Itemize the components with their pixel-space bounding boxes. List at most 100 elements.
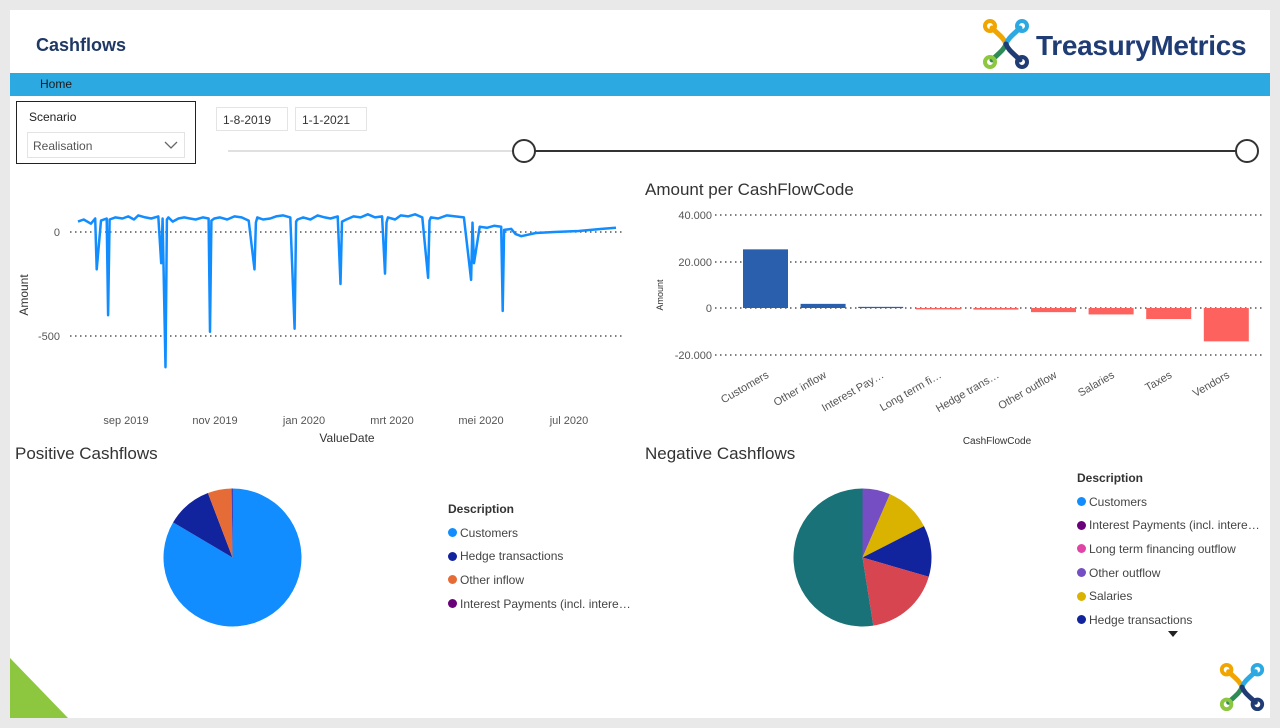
bar[interactable]: [800, 303, 846, 308]
legend-item[interactable]: Customers: [448, 521, 631, 545]
legend-item[interactable]: Other inflow: [448, 568, 631, 592]
pie-slice[interactable]: [231, 488, 233, 558]
legend-item[interactable]: Interest Payments (incl. intere…: [448, 592, 631, 616]
bar[interactable]: [743, 249, 788, 308]
date-from-input[interactable]: 1-8-2019: [216, 107, 288, 131]
brand-logo: TreasuryMetrics: [980, 16, 1270, 72]
scenario-label: Scenario: [29, 110, 77, 124]
positive-pie-title: Positive Cashflows: [15, 444, 158, 463]
legend-item-label: Hedge transactions: [460, 549, 564, 564]
page-title: Cashflows: [36, 35, 127, 55]
treasurymetrics-logo-icon: [983, 19, 1029, 69]
bar[interactable]: [1031, 308, 1076, 313]
legend-dot-icon: [448, 551, 457, 561]
pie-slice[interactable]: [862, 494, 924, 558]
pie-slice[interactable]: [862, 557, 929, 626]
legend-dot-icon: [448, 575, 457, 585]
x-tick-label: Other outflow: [996, 369, 1059, 412]
x-tick-label: mrt 2020: [370, 415, 413, 427]
legend-item-label: Customers: [1089, 494, 1148, 509]
legend-item-label: Customers: [460, 525, 519, 540]
x-axis-label: ValueDate: [319, 431, 374, 445]
scenario-slicer: Scenario Realisation: [16, 101, 196, 164]
bar-chart: 40.000 20.000 0 -20.000 Amount CashFlowC…: [655, 210, 1263, 447]
legend-item-label: Other outflow: [1089, 565, 1161, 580]
legend-item[interactable]: Salaries: [1077, 584, 1260, 608]
bar[interactable]: [1146, 308, 1192, 320]
legend-dot-icon: [448, 599, 457, 609]
nav-home-link[interactable]: Home: [40, 77, 73, 91]
legend-item-label: Interest Payments (incl. intere…: [1089, 518, 1260, 533]
legend-item-label: Hedge transactions: [1089, 612, 1193, 627]
legend-dot-icon: [448, 528, 457, 538]
legend-dot-icon: [1077, 568, 1086, 578]
y-axis-label: Amount: [655, 279, 665, 311]
bar[interactable]: [858, 306, 904, 309]
legend-item-label: Salaries: [1089, 589, 1133, 604]
negative-pie-title: Negative Cashflows: [645, 444, 796, 463]
slider-end-handle[interactable]: [1235, 139, 1259, 163]
line-chart: 0 -500 Amount sep 2019 nov 2019 jan 2020…: [17, 213, 622, 445]
pie-slice[interactable]: [862, 526, 932, 577]
y-axis-label: Amount: [17, 274, 31, 316]
y-tick-label: -500: [38, 331, 60, 343]
legend-item-label: Long term financing outflow: [1089, 541, 1236, 556]
date-range-slider[interactable]: [220, 135, 1270, 165]
corner-triangle-decoration: [10, 658, 68, 718]
pie-slice[interactable]: [207, 488, 233, 558]
negative-pie-chart: [793, 488, 932, 627]
y-tick-label: 0: [54, 227, 60, 239]
x-tick-label: Interest Pay…: [820, 369, 886, 414]
legend-item[interactable]: Long term financing outflow: [1077, 537, 1260, 561]
x-tick-label: jan 2020: [282, 415, 325, 427]
x-tick-label: Vendors: [1191, 369, 1232, 400]
legend-item[interactable]: Other outflow: [1077, 561, 1260, 585]
slider-start-handle[interactable]: [512, 139, 536, 163]
brand-name: TreasuryMetrics: [1036, 30, 1247, 61]
x-tick-label: Long term fi…: [878, 369, 944, 414]
y-tick-label: 0: [706, 303, 712, 315]
legend-dot-icon: [1077, 591, 1086, 601]
y-tick-label: 20.000: [678, 257, 712, 269]
negative-pie-legend: Description Customers Interest Payments …: [1077, 471, 1260, 632]
legend-dot-icon: [1077, 615, 1086, 625]
report-canvas: Cashflows TreasuryMetrics Home Scenario …: [10, 10, 1270, 718]
x-tick-label: nov 2019: [192, 415, 237, 427]
bar-chart-title: Amount per CashFlowCode: [645, 180, 854, 199]
bar[interactable]: [1203, 308, 1249, 342]
legend-dot-icon: [1077, 520, 1086, 530]
x-tick-label: jul 2020: [549, 415, 589, 427]
x-axis-label: CashFlowCode: [963, 436, 1032, 447]
scenario-selected-value: Realisation: [33, 139, 93, 153]
x-tick-label: Customers: [719, 369, 771, 406]
bar[interactable]: [1088, 308, 1134, 315]
x-tick-label: Taxes: [1143, 369, 1174, 394]
bar[interactable]: [915, 308, 961, 310]
legend-dot-icon: [1077, 544, 1086, 554]
scenario-dropdown[interactable]: Realisation: [27, 132, 185, 158]
legend-title: Description: [1077, 471, 1144, 485]
series-line: [77, 213, 617, 369]
pie-slice[interactable]: [862, 488, 890, 558]
x-tick-label: Hedge trans…: [934, 369, 1001, 415]
legend-item[interactable]: Hedge transactions: [1077, 608, 1260, 632]
pie-slice[interactable]: [163, 488, 302, 627]
legend-item[interactable]: Hedge transactions: [448, 545, 631, 569]
y-tick-label: -20.000: [675, 350, 712, 362]
legend-item-label: Other inflow: [460, 572, 525, 587]
pie-slice[interactable]: [793, 488, 874, 627]
pie-slice[interactable]: [173, 493, 233, 558]
chevron-down-icon: [164, 141, 178, 149]
x-tick-label: mei 2020: [458, 415, 503, 427]
legend-title: Description: [448, 502, 515, 516]
positive-pie-chart: [163, 488, 302, 627]
legend-scroll-down-icon[interactable]: [1167, 630, 1179, 638]
legend-item-label: Interest Payments (incl. intere…: [460, 596, 631, 611]
legend-item[interactable]: Customers: [1077, 490, 1260, 514]
date-to-input[interactable]: 1-1-2021: [295, 107, 367, 131]
legend-item[interactable]: Interest Payments (incl. intere…: [1077, 514, 1260, 538]
nav-bar: Home: [10, 73, 1270, 96]
bar[interactable]: [973, 308, 1019, 310]
y-tick-label: 40.000: [678, 210, 712, 222]
